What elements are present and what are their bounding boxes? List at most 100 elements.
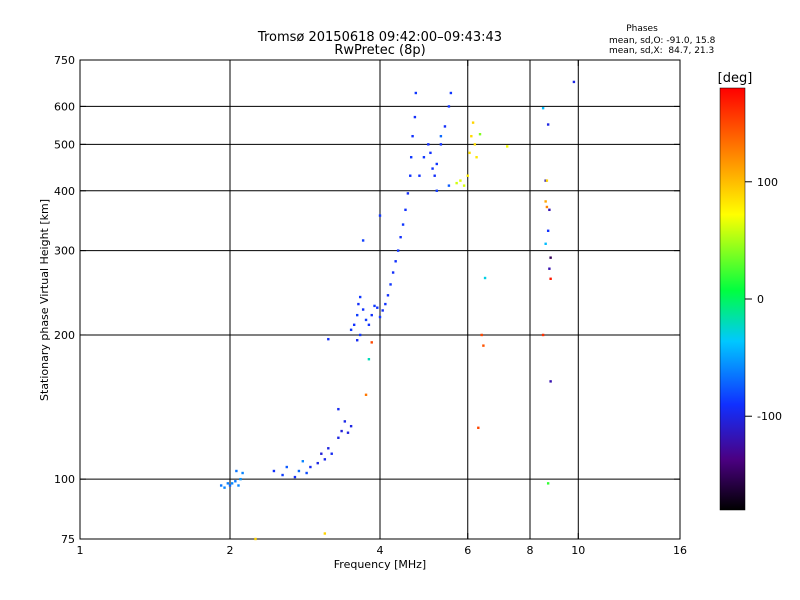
- data-point: [272, 469, 276, 473]
- data-point: [226, 482, 230, 485]
- data-point: [439, 134, 443, 138]
- data-point: [386, 294, 390, 297]
- y-tick-label: 600: [54, 100, 75, 113]
- data-point: [409, 174, 412, 177]
- data-point: [429, 151, 432, 155]
- data-point: [223, 486, 226, 489]
- data-point: [439, 143, 443, 146]
- data-point: [391, 271, 395, 274]
- data-point: [468, 151, 471, 155]
- y-axis-ticks: 75 100 200 300 400 500 600 750: [54, 54, 680, 546]
- x-tick-label: 10: [571, 544, 585, 557]
- data-point: [477, 426, 480, 430]
- data-point: [357, 302, 360, 306]
- data-point: [466, 174, 469, 177]
- x-tick-label: 2: [227, 544, 234, 557]
- data-point: [327, 337, 330, 341]
- data-point: [394, 260, 397, 263]
- colorbar: [719, 87, 746, 511]
- data-point: [396, 249, 400, 252]
- data-point: [237, 484, 240, 487]
- x-tick-label: 8: [527, 544, 534, 557]
- data-point: [544, 179, 547, 182]
- colorbar-tick-label: -100: [757, 410, 782, 423]
- y-gridlines: [80, 105, 680, 480]
- data-point: [418, 174, 421, 177]
- data-point: [548, 267, 551, 270]
- data-point: [470, 134, 473, 138]
- y-tick-label: 500: [54, 138, 75, 151]
- data-point: [219, 484, 223, 487]
- stats-heading: Phases: [626, 24, 658, 34]
- data-point: [343, 420, 347, 423]
- data-point: [340, 429, 343, 433]
- y-tick-label: 300: [54, 245, 75, 258]
- data-point: [370, 313, 373, 317]
- data-point: [414, 91, 418, 95]
- data-point: [323, 532, 327, 535]
- data-point: [228, 484, 232, 487]
- data-point: [389, 283, 392, 286]
- data-point: [544, 200, 547, 203]
- data-point: [545, 179, 549, 182]
- data-point: [235, 469, 238, 473]
- y-axis-label: Stationary phase Virtual Height [km]: [38, 199, 51, 401]
- data-point: [406, 192, 410, 195]
- data-point: [447, 105, 451, 108]
- data-point: [483, 276, 487, 280]
- data-point: [401, 223, 405, 226]
- data-point: [411, 134, 414, 138]
- data-point: [413, 115, 417, 119]
- data-point: [378, 315, 382, 319]
- x-tick-label: 6: [464, 544, 471, 557]
- data-point: [409, 156, 413, 159]
- data-point: [305, 471, 308, 475]
- data-point: [549, 277, 552, 280]
- data-point: [361, 239, 365, 242]
- data-point: [435, 189, 438, 192]
- stats-line-x: mean, sd,X: 84.7, 21.3: [609, 46, 714, 56]
- y-tick-label: 75: [61, 533, 75, 546]
- data-point: [459, 179, 462, 182]
- data-point: [548, 208, 551, 212]
- x-gridlines: [229, 60, 579, 539]
- data-point: [316, 461, 319, 465]
- data-point: [422, 156, 426, 159]
- data-point: [541, 333, 545, 337]
- data-point: [281, 473, 284, 477]
- data-point: [337, 436, 340, 439]
- data-point: [349, 328, 353, 332]
- x-axis-ticks: 1 2 4 6 8 10 16: [77, 60, 687, 557]
- colorbar-label: [deg]: [718, 71, 753, 86]
- data-point: [462, 184, 466, 187]
- data-point: [545, 205, 549, 209]
- data-point: [435, 162, 438, 166]
- x-tick-label: 16: [673, 544, 687, 557]
- data-point: [473, 143, 477, 146]
- colorbar-ticks: 100 0 -100: [745, 176, 782, 423]
- data-point: [546, 482, 550, 485]
- data-point: [549, 380, 552, 383]
- data-point: [455, 181, 458, 185]
- data-point: [297, 469, 301, 473]
- data-point: [546, 229, 550, 232]
- data-point: [309, 465, 312, 469]
- data-point: [358, 295, 362, 299]
- data-point: [293, 475, 297, 479]
- data-point: [399, 235, 402, 239]
- x-axis-label: Frequency [MHz]: [334, 558, 426, 571]
- data-point: [301, 460, 305, 463]
- colorbar-tick-label: 100: [757, 176, 778, 189]
- data-point: [433, 174, 436, 177]
- x-tick-label: 1: [77, 544, 84, 557]
- data-point: [361, 308, 365, 311]
- data-point: [323, 458, 327, 461]
- data-point: [384, 302, 387, 306]
- data-point: [346, 431, 350, 434]
- data-point: [475, 156, 478, 159]
- data-point: [320, 452, 323, 455]
- stats-line-o: mean, sd,O: -91.0, 15.8: [609, 36, 716, 46]
- data-point: [431, 167, 434, 170]
- data-point: [367, 323, 371, 327]
